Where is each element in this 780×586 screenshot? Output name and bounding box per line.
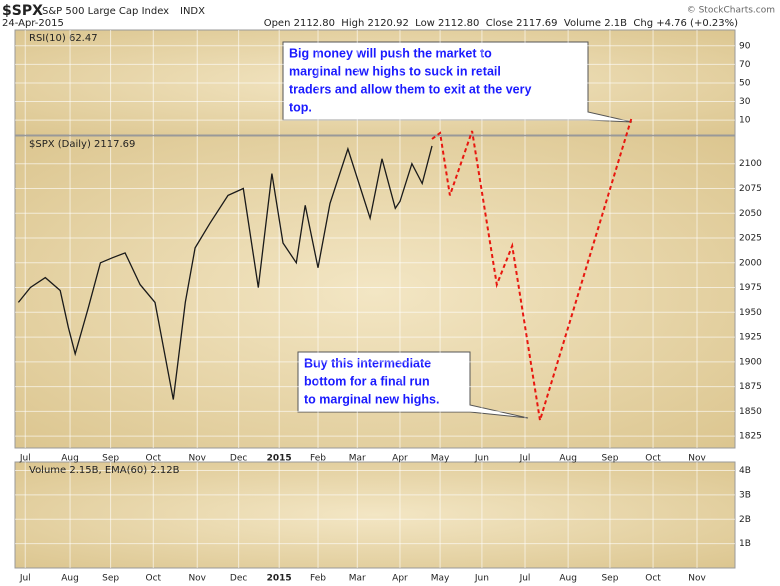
annotation-text: traders and allow them to exit at the ve… xyxy=(289,82,531,96)
annotation-text: Big money will push the market to xyxy=(289,46,492,60)
x-tick-label: Oct xyxy=(645,454,661,464)
y-tick-label: 70 xyxy=(739,60,751,70)
x-tick-label: Mar xyxy=(349,574,366,584)
annotation-text: Buy this intermediate xyxy=(304,356,431,370)
x-tick-label: Nov xyxy=(188,574,206,584)
y-tick-label: 2100 xyxy=(739,159,762,169)
x-tick-label: Aug xyxy=(559,454,577,464)
y-tick-label: 1825 xyxy=(739,432,762,442)
y-tick-label: 1925 xyxy=(739,333,762,343)
x-tick-label: 2015 xyxy=(267,574,292,584)
y-tick-label: 30 xyxy=(739,97,751,107)
y-tick-label: 2B xyxy=(739,515,751,525)
x-tick-label: Dec xyxy=(230,574,247,584)
y-tick-label: 50 xyxy=(739,78,751,88)
y-tick-label: 1850 xyxy=(739,407,762,417)
callout-box xyxy=(297,351,529,419)
x-tick-label: Apr xyxy=(392,454,408,464)
y-tick-label: 2025 xyxy=(739,234,762,244)
x-tick-label: Sep xyxy=(102,454,119,464)
x-tick-label: Sep xyxy=(601,574,618,584)
x-tick-label: Jun xyxy=(474,454,489,464)
volume-panel xyxy=(14,461,736,569)
y-tick-label: 1B xyxy=(739,539,751,549)
x-tick-label: Jul xyxy=(519,574,531,584)
x-tick-label: May xyxy=(431,574,450,584)
quote: Open 2112.80 High 2120.92 Low 2112.80 Cl… xyxy=(264,18,738,29)
callout: Buy this intermediate bottom for a final … xyxy=(297,351,529,419)
y-tick-label: 2050 xyxy=(739,209,762,219)
price-line xyxy=(431,115,634,421)
date: 24-Apr-2015 xyxy=(2,18,64,29)
panel-label: Volume 2.15B, EMA(60) 2.12B xyxy=(29,465,180,476)
x-tick-label: Jun xyxy=(474,574,489,584)
logo: © StockCharts.com xyxy=(687,6,775,16)
x-tick-label: Jul xyxy=(19,454,31,464)
x-tick-label: Oct xyxy=(145,574,161,584)
x-tick-label: Aug xyxy=(61,454,79,464)
x-tick-label: Sep xyxy=(102,574,119,584)
x-tick-label: May xyxy=(431,454,450,464)
index-name: S&P 500 Large Cap Index xyxy=(42,6,169,17)
x-tick-label: Nov xyxy=(688,574,706,584)
y-tick-label: 90 xyxy=(739,41,751,51)
x-tick-label: 2015 xyxy=(267,454,292,464)
y-tick-label: 3B xyxy=(739,490,751,500)
annotation-text: marginal new highs to suck in retail xyxy=(289,64,501,78)
x-tick-label: Sep xyxy=(601,454,618,464)
annotation-text: to marginal new highs. xyxy=(304,392,439,406)
annotation-text: bottom for a final run xyxy=(304,374,430,388)
x-tick-label: Nov xyxy=(688,454,706,464)
x-tick-label: Jul xyxy=(19,574,31,584)
x-tick-label: Nov xyxy=(188,454,206,464)
y-tick-label: 4B xyxy=(739,466,751,476)
y-tick-label: 1900 xyxy=(739,357,762,367)
y-tick-label: 2000 xyxy=(739,258,762,268)
y-tick-label: 1975 xyxy=(739,283,762,293)
y-tick-label: 1875 xyxy=(739,382,762,392)
x-tick-label: Mar xyxy=(349,454,366,464)
x-tick-label: Apr xyxy=(392,574,408,584)
x-tick-label: Jul xyxy=(519,454,531,464)
price-line xyxy=(17,145,433,400)
y-tick-label: 2075 xyxy=(739,184,762,194)
x-tick-label: Oct xyxy=(645,574,661,584)
y-tick-label: 10 xyxy=(739,116,751,126)
panel-label: RSI(10) 62.47 xyxy=(29,33,98,44)
symbol: $SPX xyxy=(2,3,43,19)
x-tick-label: Aug xyxy=(559,574,577,584)
annotation-text: top. xyxy=(289,100,312,114)
x-tick-label: Feb xyxy=(310,454,326,464)
exchange: INDX xyxy=(180,6,205,17)
panel-label: $SPX (Daily) 2117.69 xyxy=(29,139,135,150)
x-tick-label: Aug xyxy=(61,574,79,584)
x-tick-label: Oct xyxy=(145,454,161,464)
x-tick-label: Dec xyxy=(230,454,247,464)
y-tick-label: 1950 xyxy=(739,308,762,318)
x-tick-label: Feb xyxy=(310,574,326,584)
callout: Big money will push the market to margina… xyxy=(282,41,633,123)
